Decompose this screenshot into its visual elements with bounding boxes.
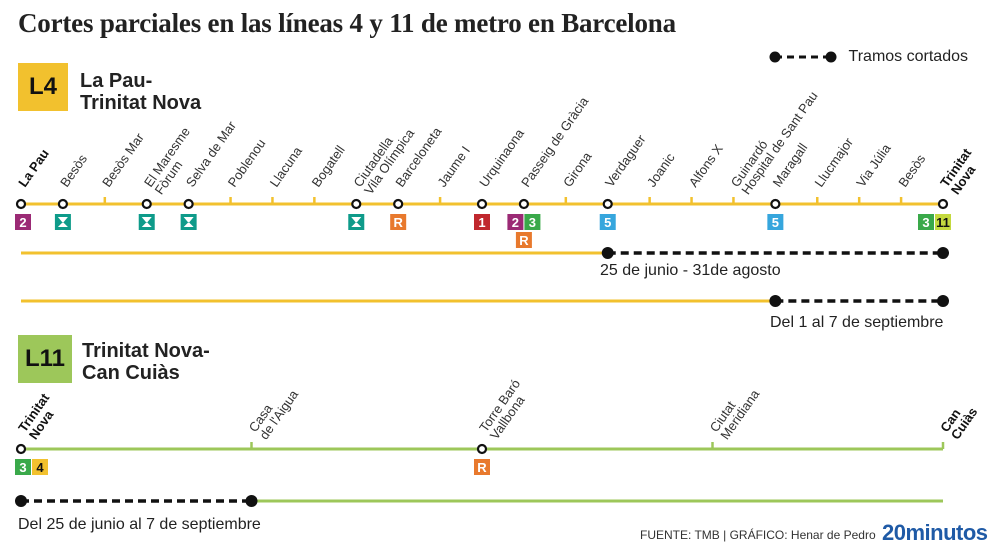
svg-text:1: 1 (478, 215, 485, 230)
l4-station-dot (393, 198, 404, 210)
line-T-connection-icon (180, 214, 197, 230)
l4-station-label: Besòs (57, 151, 90, 190)
l4-station-dot (518, 198, 530, 210)
svg-text:2: 2 (19, 215, 26, 230)
l11-cut-end-dot (245, 495, 258, 507)
l4-station-label: Alfons X (686, 141, 726, 190)
l4-station-label: Via Júlia (853, 140, 894, 189)
l4-station-dot (937, 198, 949, 210)
line-11-connection-icon: 11 (935, 214, 951, 230)
legend-dash-icon (769, 51, 837, 63)
l4-badge: L4 (18, 63, 68, 111)
line-T-connection-icon (348, 214, 365, 230)
line-T-connection-icon (138, 214, 155, 230)
l4-station-label: Llucmajor (811, 134, 856, 189)
l4-station-dot (141, 198, 152, 210)
svg-text:R: R (519, 233, 529, 248)
l11-badge: L11 (18, 335, 72, 383)
l11-station-label: CiutatMeridiana (707, 379, 763, 442)
svg-text:R: R (477, 460, 487, 475)
l4-station-label: Joanic (644, 150, 678, 190)
svg-text:3: 3 (922, 215, 929, 230)
svg-text:R: R (393, 215, 403, 230)
l11-name: Trinitat Nova- Can Cuiàs (82, 340, 210, 384)
l11-station-label: Casade l'Aigua (246, 379, 302, 442)
line-R-connection-icon: R (515, 232, 532, 248)
svg-text:2: 2 (512, 215, 519, 230)
l11-cut-start-dot (15, 495, 27, 507)
l4-station-label: TrinitatNova (937, 145, 985, 197)
l4-cut-start-dot (601, 247, 614, 259)
line-3-connection-icon: 3 (15, 459, 31, 475)
line-R-connection-icon: R (474, 459, 490, 475)
line-2-connection-icon: 2 (15, 214, 31, 230)
l4-station-dot (351, 198, 362, 210)
l4-station-label: Jaume I (434, 143, 473, 189)
chart-title: Cortes parciales en las líneas 4 y 11 de… (18, 8, 676, 38)
svg-text:5: 5 (772, 215, 779, 230)
source-credit: FUENTE: TMB | GRÁFICO: Henar de Pedro (640, 528, 876, 542)
l4-cut-end-dot (937, 247, 949, 259)
line-3-connection-icon: 3 (524, 214, 541, 230)
l4-cut-end-dot (937, 295, 949, 307)
l4-station-label: Poblenou (225, 136, 269, 190)
l4-cut-caption-1: 25 de junio - 31de agosto (600, 262, 781, 279)
l11-station-dot (15, 443, 27, 455)
l4-station-label: La Pau (15, 146, 52, 190)
l4-station-label: Besòs (895, 151, 928, 190)
line-5-connection-icon: 5 (767, 214, 784, 230)
l11-station-label: CanCuiàs (937, 397, 980, 442)
legend: Tramos cortados (767, 48, 968, 66)
l4-station-label: Verdaguer (602, 131, 649, 189)
l4-cut-caption-2: Del 1 al 7 de septiembre (770, 314, 944, 331)
l4-station-dot (15, 198, 27, 210)
line-5-connection-icon: 5 (599, 214, 616, 230)
svg-text:4: 4 (36, 460, 44, 475)
l11-station-label: TrinitatNova (15, 390, 63, 442)
l4-station-dot (602, 198, 613, 210)
l11-station-dot (476, 443, 488, 455)
l4-name-line1: La Pau- (80, 70, 153, 92)
svg-text:5: 5 (604, 215, 611, 230)
l4-station-label: Bogatell (309, 143, 348, 190)
line-1-connection-icon: 1 (474, 214, 490, 230)
line-R-connection-icon: R (390, 214, 407, 230)
l4-station-label: Girona (560, 149, 595, 190)
l4-name: La Pau- Trinitat Nova (80, 70, 201, 114)
brand-logo: 20minutos (882, 520, 988, 545)
l4-name-line2: Trinitat Nova (80, 92, 202, 114)
l11-name-line2: Can Cuiàs (82, 362, 180, 384)
line-3-connection-icon: 3 (918, 214, 934, 230)
l11-station-label: Torre BaróVallbona (476, 376, 534, 442)
line-4-connection-icon: 4 (32, 459, 48, 475)
line-2-connection-icon: 2 (507, 214, 524, 230)
svg-text:11: 11 (936, 215, 950, 230)
l11-name-line1: Trinitat Nova- (82, 340, 210, 362)
l4-station-dot (770, 198, 781, 210)
svg-text:3: 3 (529, 215, 536, 230)
legend-label: Tramos cortados (848, 48, 968, 65)
l4-cut-start-dot (769, 295, 782, 307)
line-T-connection-icon (54, 214, 71, 230)
l4-station-dot (183, 198, 194, 210)
l4-station-dot (57, 198, 69, 210)
l11-cut-caption: Del 25 de junio al 7 de septiembre (18, 516, 261, 533)
l4-station-label: Llacuna (267, 143, 306, 190)
svg-text:3: 3 (19, 460, 26, 475)
l4-station-dot (476, 198, 488, 210)
